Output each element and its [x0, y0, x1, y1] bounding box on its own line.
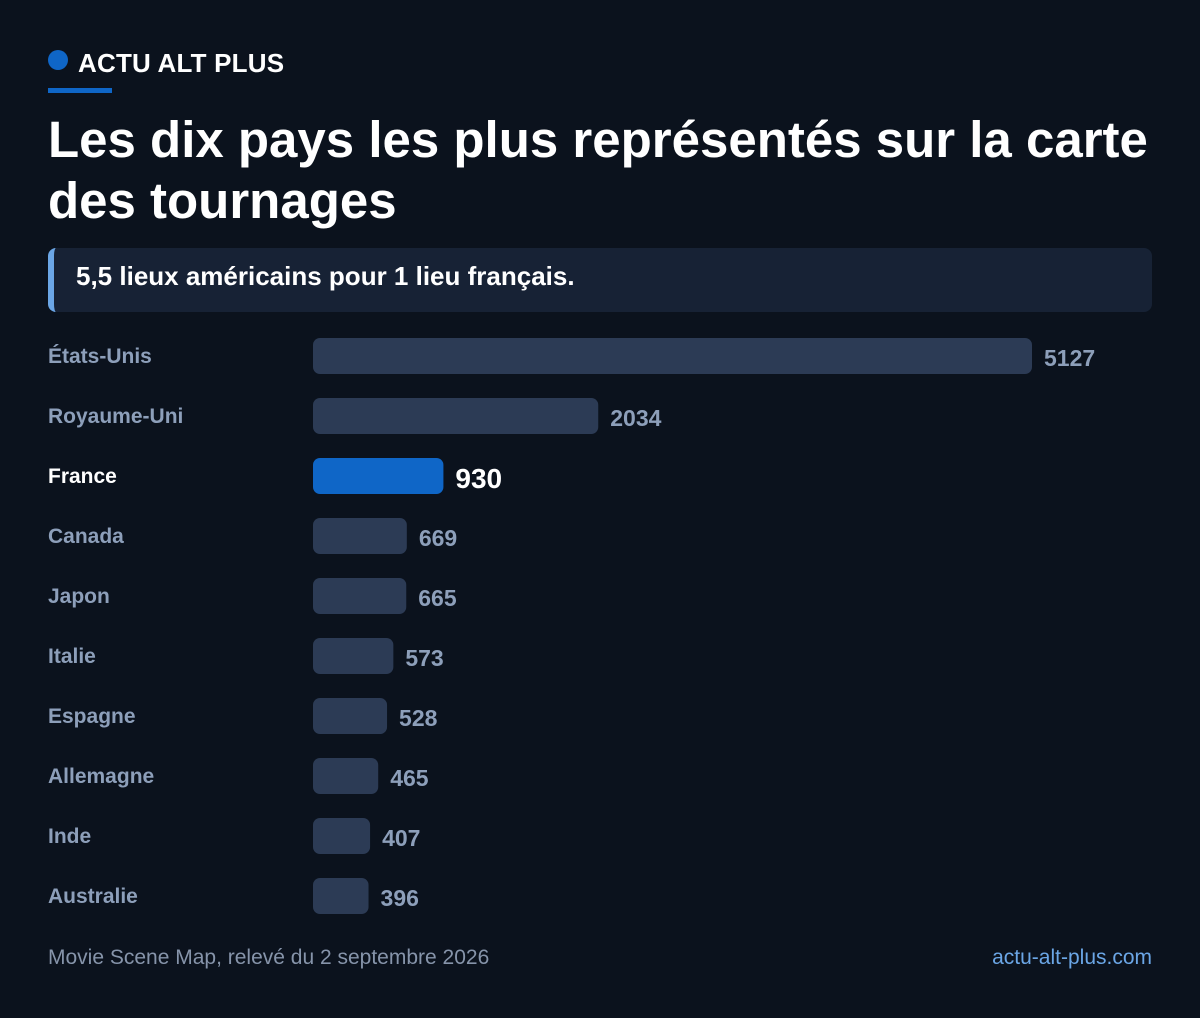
bar	[313, 698, 388, 734]
subtitle: 5,5 lieux américains pour 1 lieu françai…	[76, 260, 575, 291]
bar	[313, 518, 407, 554]
category-label: Royaume-Uni	[48, 405, 183, 428]
source-note: Movie Scene Map, relevé du 2 septembre 2…	[48, 946, 490, 969]
bar	[313, 878, 369, 914]
bar	[313, 818, 371, 854]
data-label: 2034	[610, 405, 661, 431]
data-label: 407	[382, 825, 420, 851]
bar	[313, 758, 379, 794]
bar	[313, 398, 599, 434]
bar	[313, 458, 444, 494]
brand-name: ACTU ALT PLUS	[78, 47, 285, 78]
data-label: 465	[390, 765, 429, 791]
brand-dot-icon	[48, 50, 68, 70]
brand: ACTU ALT PLUS	[48, 46, 284, 80]
category-label: Australie	[48, 885, 138, 908]
data-label: 573	[405, 645, 443, 671]
category-label: Italie	[48, 645, 96, 668]
category-label: Allemagne	[48, 765, 154, 788]
site-link[interactable]: actu-alt-plus.com	[992, 946, 1152, 969]
data-label: 669	[419, 525, 457, 551]
category-label: Espagne	[48, 705, 136, 728]
bar	[313, 578, 407, 614]
bar	[313, 338, 1032, 374]
category-label: Canada	[48, 525, 124, 548]
bar	[313, 638, 394, 674]
brand-underline	[48, 88, 112, 93]
data-label: 930	[455, 463, 502, 494]
data-label: 396	[381, 885, 419, 911]
category-label: Japon	[48, 585, 110, 608]
category-label: France	[48, 465, 117, 488]
data-label: 528	[399, 705, 438, 731]
data-label: 5127	[1044, 345, 1095, 371]
subtitle-callout: 5,5 lieux américains pour 1 lieu françai…	[48, 248, 1152, 312]
category-label: Inde	[48, 825, 91, 848]
category-label: États-Unis	[48, 345, 152, 368]
page-title: Les dix pays les plus représentés sur la…	[48, 111, 1148, 229]
data-label: 665	[418, 585, 457, 611]
